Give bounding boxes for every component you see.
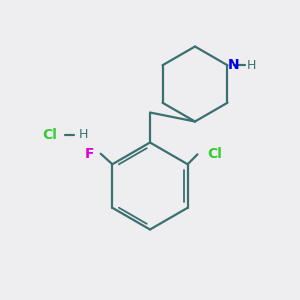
- Text: Cl: Cl: [207, 147, 222, 161]
- Text: F: F: [85, 147, 94, 161]
- Text: H: H: [247, 59, 256, 72]
- Text: N: N: [227, 58, 239, 72]
- Text: H: H: [79, 128, 88, 142]
- Text: Cl: Cl: [42, 128, 57, 142]
